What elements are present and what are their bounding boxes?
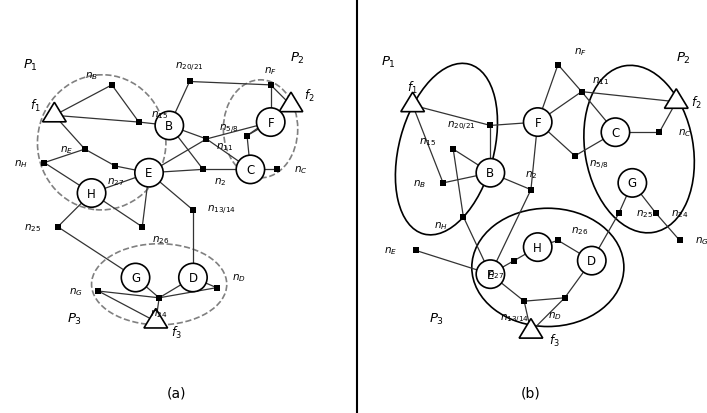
Text: G: G	[131, 271, 140, 284]
Text: $P_2$: $P_2$	[676, 51, 691, 66]
Text: D: D	[188, 271, 197, 284]
Text: $n_{13/14}$: $n_{13/14}$	[207, 204, 236, 217]
Text: $P_1$: $P_1$	[23, 58, 38, 73]
Text: $P_3$: $P_3$	[428, 311, 444, 326]
Text: $n_2$: $n_2$	[214, 176, 226, 188]
Text: $n_{27}$: $n_{27}$	[487, 268, 504, 280]
Text: $n_G$: $n_G$	[695, 235, 707, 247]
Text: $P_3$: $P_3$	[67, 311, 82, 326]
Polygon shape	[401, 93, 424, 112]
Text: E: E	[486, 268, 494, 281]
Text: $n_{5/8}$: $n_{5/8}$	[218, 123, 238, 136]
Polygon shape	[279, 93, 303, 112]
Text: $n_H$: $n_H$	[13, 157, 28, 169]
Text: B: B	[486, 167, 494, 180]
Text: $n_G$: $n_G$	[69, 285, 83, 297]
Text: $n_{20/21}$: $n_{20/21}$	[448, 120, 476, 133]
Text: $P_1$: $P_1$	[382, 55, 397, 70]
Text: $n_D$: $n_D$	[232, 272, 245, 284]
Text: $f_3$: $f_3$	[549, 332, 560, 348]
Text: $n_{15}$: $n_{15}$	[151, 109, 168, 120]
Text: $n_F$: $n_F$	[573, 46, 586, 58]
Circle shape	[257, 109, 285, 137]
Text: $n_B$: $n_B$	[413, 178, 426, 189]
Circle shape	[477, 260, 505, 289]
Text: C: C	[246, 164, 255, 176]
Circle shape	[477, 159, 505, 188]
Text: (b): (b)	[521, 386, 541, 400]
Circle shape	[135, 159, 163, 188]
Text: $n_D$: $n_D$	[548, 309, 561, 321]
Text: $n_{13/14}$: $n_{13/14}$	[500, 312, 529, 325]
Circle shape	[179, 263, 207, 292]
Text: $n_H$: $n_H$	[435, 220, 448, 231]
Polygon shape	[144, 309, 168, 328]
Text: $n_{15}$: $n_{15}$	[419, 135, 436, 147]
Text: $n_C$: $n_C$	[678, 127, 691, 139]
Text: $n_C$: $n_C$	[294, 164, 308, 176]
Text: $n_{27}$: $n_{27}$	[107, 176, 124, 188]
Polygon shape	[665, 90, 688, 109]
Text: $f_1$: $f_1$	[30, 98, 41, 114]
Circle shape	[155, 112, 184, 140]
Text: $n_{11}$: $n_{11}$	[592, 75, 609, 86]
Text: $f_2$: $f_2$	[304, 88, 315, 104]
Circle shape	[523, 233, 552, 262]
Text: $n_2$: $n_2$	[525, 169, 537, 181]
Circle shape	[122, 263, 150, 292]
Circle shape	[578, 247, 606, 275]
Circle shape	[601, 119, 630, 147]
Text: H: H	[533, 241, 542, 254]
Text: $n_F$: $n_F$	[264, 64, 277, 76]
Text: $n_E$: $n_E$	[384, 245, 397, 257]
Text: F: F	[534, 116, 541, 129]
Text: (a): (a)	[166, 386, 186, 400]
Text: F: F	[267, 116, 274, 129]
Text: $n_{25}$: $n_{25}$	[636, 208, 653, 220]
Circle shape	[523, 109, 552, 137]
Text: $n_{26}$: $n_{26}$	[152, 233, 170, 245]
Circle shape	[236, 156, 264, 184]
Text: D: D	[588, 254, 596, 268]
Text: $n_{24}$: $n_{24}$	[151, 307, 168, 319]
Text: $n_{5/8}$: $n_{5/8}$	[589, 158, 608, 171]
Text: $f_2$: $f_2$	[691, 95, 702, 111]
Text: $n_{26}$: $n_{26}$	[571, 225, 589, 237]
Text: G: G	[628, 177, 637, 190]
Text: E: E	[146, 167, 153, 180]
Text: $f_3$: $f_3$	[170, 324, 182, 340]
Polygon shape	[519, 319, 543, 338]
Text: $n_B$: $n_B$	[85, 70, 98, 81]
Text: $n_{20/21}$: $n_{20/21}$	[175, 61, 204, 74]
Text: $n_E$: $n_E$	[59, 144, 73, 156]
Text: $n_{11}$: $n_{11}$	[216, 140, 233, 152]
Text: $n_{24}$: $n_{24}$	[671, 208, 689, 220]
Polygon shape	[42, 103, 66, 123]
Text: $f_1$: $f_1$	[407, 79, 418, 95]
Text: $n_{25}$: $n_{25}$	[24, 221, 41, 233]
Text: B: B	[165, 120, 173, 133]
Circle shape	[77, 179, 106, 208]
Text: $P_2$: $P_2$	[291, 51, 305, 66]
Circle shape	[618, 169, 646, 197]
Text: H: H	[87, 187, 96, 200]
Text: C: C	[612, 126, 619, 139]
